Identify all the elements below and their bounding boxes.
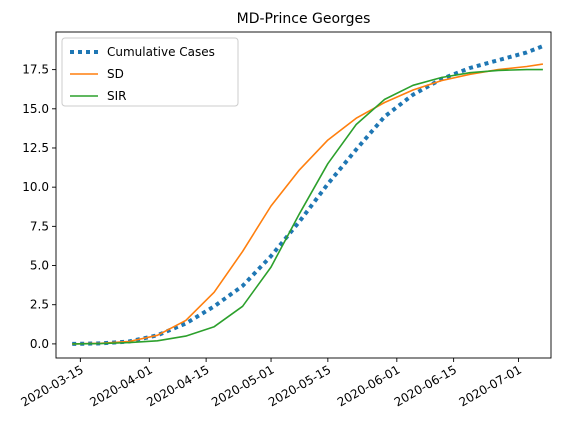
x-tick-label: 2020-06-01 [335,362,402,409]
x-tick-label: 2020-07-01 [457,362,524,409]
x-tick-label: 2020-06-15 [392,362,459,409]
x-tick-label: 2020-03-15 [18,362,85,409]
x-tick-label: 2020-05-01 [209,362,276,409]
y-tick-label: 10.0 [22,180,49,194]
x-tick-label: 2020-04-15 [144,362,211,409]
y-tick-label: 2.5 [30,298,49,312]
chart-title: MD-Prince Georges [237,11,371,27]
legend-box [61,37,239,107]
plot-frame [55,31,552,359]
y-tick-label: 15.0 [22,102,49,116]
y-tick-label: 7.5 [30,219,49,233]
legend-label-cumulative-cases: Cumulative Cases [107,45,215,59]
y-axis: 0.0 2.5 5.0 7.5 10.0 12.5 15.0 17.5 [22,63,56,351]
y-tick-label: 17.5 [22,63,49,77]
legend-label-sd: SD [107,67,124,81]
plot-area [55,31,552,359]
legend: Cumulative Cases SD SIR [61,37,239,107]
series-line-sd [72,63,544,345]
legend-label-sir: SIR [107,89,127,103]
x-tick-label: 2020-05-15 [266,362,333,409]
y-tick-label: 0.0 [30,337,49,351]
y-tick-label: 12.5 [22,141,49,155]
series-line-sir [72,68,543,345]
x-axis: 2020-03-15 2020-04-012020-04-152020-05-01… [18,358,524,409]
y-tick-label: 5.0 [30,259,49,273]
x-tick-label: 2020-04-01 [87,362,154,409]
